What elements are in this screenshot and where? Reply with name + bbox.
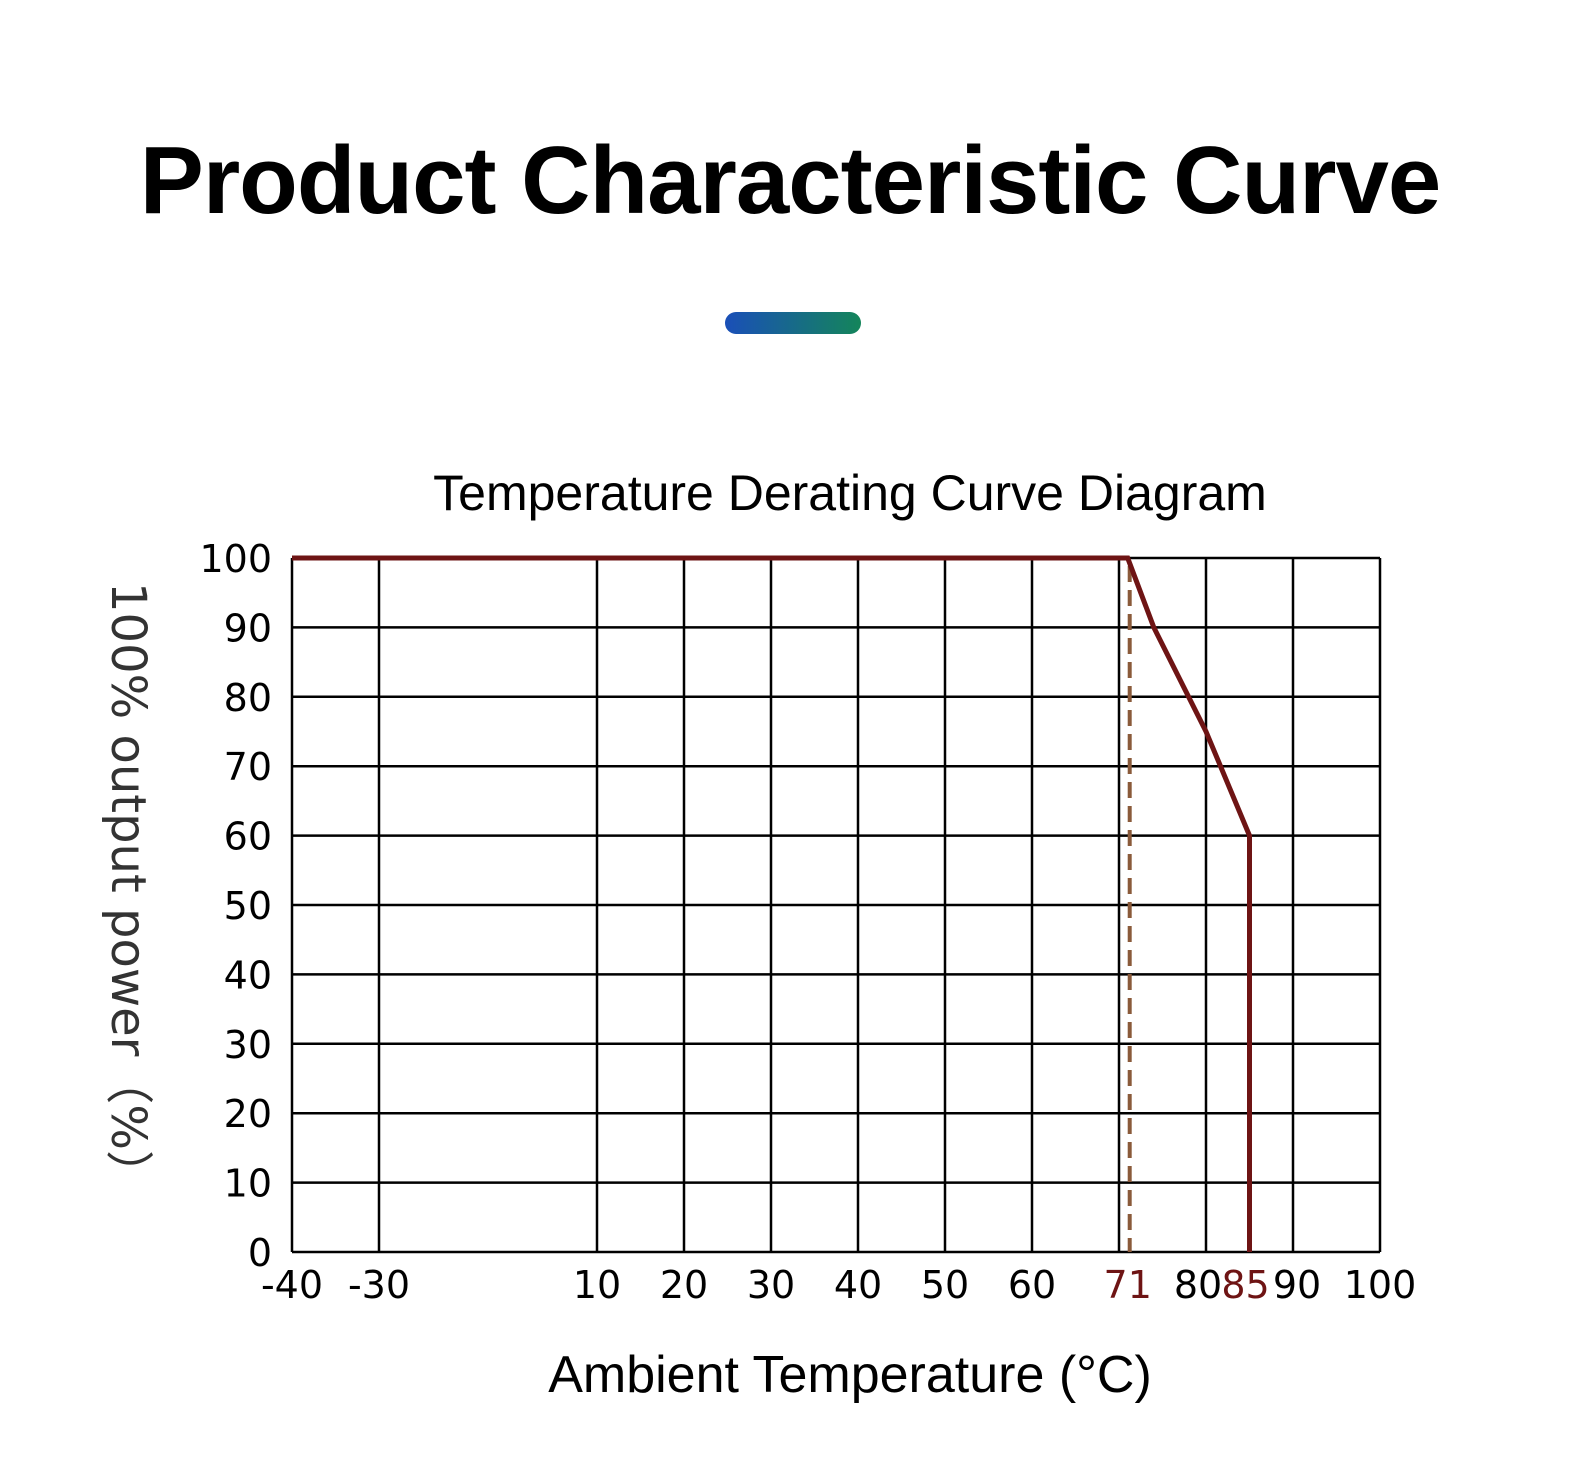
y-tick-label: 30 xyxy=(224,1023,272,1067)
y-tick-label: 70 xyxy=(224,745,272,789)
chart-title: Temperature Derating Curve Diagram xyxy=(433,465,1267,521)
x-tick-label: 85 xyxy=(1221,1263,1269,1307)
x-tick-label: 80 xyxy=(1174,1263,1222,1307)
series-line xyxy=(292,555,1252,1252)
chart-grid xyxy=(290,556,1382,1254)
y-tick-label: 60 xyxy=(224,815,272,859)
y-tick-label: 80 xyxy=(224,676,272,720)
x-tick-label: 71 xyxy=(1104,1263,1152,1307)
x-tick-label: 30 xyxy=(747,1263,795,1307)
page-title: Product Characteristic Curve xyxy=(139,127,1441,234)
x-tick-label: 100 xyxy=(1344,1263,1417,1307)
chart-series xyxy=(292,555,1252,1252)
y-tick-label: 40 xyxy=(224,953,272,997)
y-tick-label: 100 xyxy=(199,537,272,581)
x-tick-label: 90 xyxy=(1273,1263,1321,1307)
y-tick-label: 90 xyxy=(224,606,272,650)
x-tick-label: 60 xyxy=(1008,1263,1056,1307)
x-tick-labels: -40 -30 10 20 30 40 50 60 71 80 85 90 100 xyxy=(261,1263,1416,1307)
y-axis-label: 100% output power（%） xyxy=(100,582,156,1198)
x-tick-label: 40 xyxy=(834,1263,882,1307)
y-tick-label: 50 xyxy=(224,884,272,928)
x-axis-label: Ambient Temperature (°C) xyxy=(548,1346,1152,1404)
x-tick-label: 20 xyxy=(660,1263,708,1307)
y-tick-label: 20 xyxy=(224,1092,272,1136)
y-tick-label: 0 xyxy=(248,1231,272,1275)
x-tick-label: 50 xyxy=(921,1263,969,1307)
accent-divider xyxy=(725,312,861,334)
x-tick-label: 10 xyxy=(573,1263,621,1307)
y-tick-label: 10 xyxy=(224,1162,272,1206)
y-tick-labels: 0 10 20 30 40 50 60 70 80 90 100 xyxy=(199,537,272,1275)
x-tick-label: -40 xyxy=(261,1263,323,1307)
x-tick-label: -30 xyxy=(348,1263,410,1307)
